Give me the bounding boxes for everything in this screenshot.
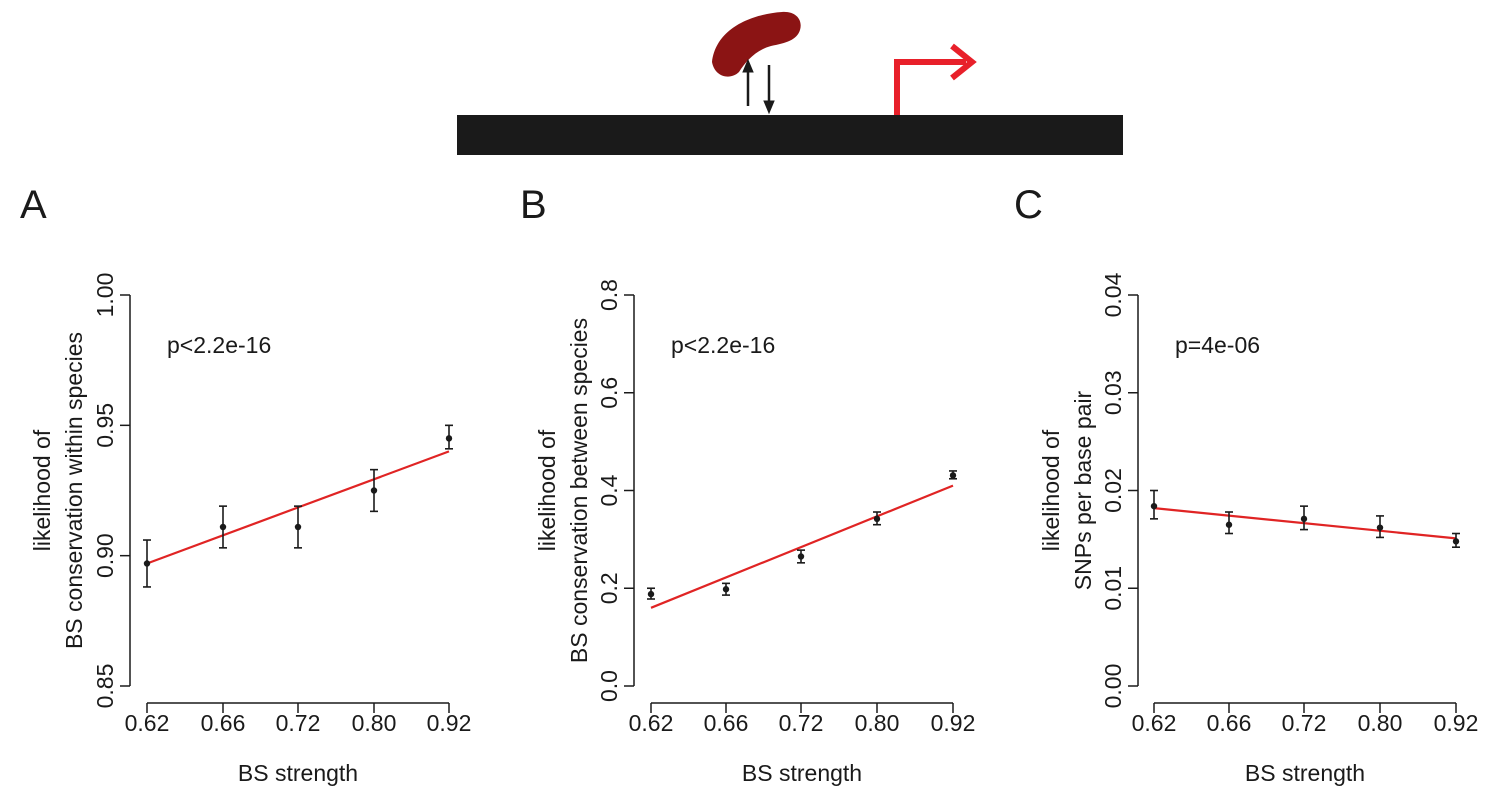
y-tick-label: 0.8 [596, 279, 622, 311]
x-tick-label: 0.62 [125, 710, 170, 736]
point-marker [722, 586, 730, 593]
data-point [722, 582, 730, 596]
point-marker [1300, 515, 1308, 523]
y-tick-label: 0.90 [92, 533, 118, 578]
y-axis-title-line: likelihood of [1038, 429, 1064, 551]
binding-arrows [742, 58, 775, 115]
p-value-annotation: p<2.2e-16 [671, 332, 775, 358]
x-axis-title: BS strength [742, 760, 862, 786]
x-tick-label: 0.92 [427, 710, 472, 736]
data-point [1300, 505, 1308, 531]
x-tick-label: 0.66 [201, 710, 246, 736]
y-tick-label: 0.6 [596, 377, 622, 409]
data-point [1225, 511, 1233, 535]
point-marker [647, 590, 655, 598]
p-value-annotation: p=4e-06 [1175, 332, 1260, 358]
y-tick-label: 1.00 [92, 273, 118, 318]
data-point [1452, 532, 1460, 548]
x-tick-label: 0.62 [1132, 710, 1177, 736]
promoter-arrow-line [894, 59, 966, 115]
point-marker [1150, 502, 1158, 510]
data-point [1376, 515, 1384, 539]
y-axis-title-line: BS conservation within species [61, 332, 87, 649]
schematic [457, 11, 1123, 155]
y-tick-label: 0.2 [596, 572, 622, 604]
x-tick-label: 0.92 [1434, 710, 1479, 736]
x-tick-label: 0.80 [855, 710, 900, 736]
panel-letter: B [520, 183, 547, 227]
data-point [873, 511, 881, 526]
fit-line [650, 484, 954, 609]
dna-strand [457, 115, 1123, 155]
x-tick-label: 0.80 [1358, 710, 1403, 736]
data-point [445, 424, 453, 450]
y-tick-label: 0.00 [1100, 664, 1126, 709]
point-marker [143, 560, 151, 567]
panel-a: A 0.85 0.90 0.95 1.00 0.62 0.66 0.72 0.80 0.92 BS … [20, 183, 471, 786]
promoter-arrow-head [950, 43, 977, 81]
x-tick-label: 0.66 [704, 710, 749, 736]
x-axis-title: BS strength [238, 760, 358, 786]
point-marker [370, 487, 378, 494]
y-tick-label: 0.95 [92, 403, 118, 448]
data-point [143, 539, 151, 588]
fit-line [1153, 507, 1457, 540]
y-tick-label: 0.01 [1100, 566, 1126, 611]
panel-letter: A [20, 183, 47, 227]
point-marker [949, 472, 957, 479]
y-tick-label: 0.03 [1100, 370, 1126, 415]
x-tick-label: 0.72 [779, 710, 824, 736]
point-marker [219, 523, 227, 531]
y-axis-title-line: BS conservation between species [566, 318, 592, 663]
point-marker [797, 553, 805, 560]
point-marker [873, 515, 881, 523]
promoter-arrow [894, 43, 977, 115]
data-point [219, 505, 227, 549]
data-point [294, 505, 302, 549]
x-tick-label: 0.72 [276, 710, 321, 736]
y-tick-label: 0.0 [596, 670, 622, 702]
p-value-annotation: p<2.2e-16 [167, 332, 271, 358]
data-point [647, 587, 655, 600]
panel-b: B 0.0 0.2 0.4 0.6 0.8 0.62 0.66 0.72 0.80 0.92 BS s… [520, 183, 975, 786]
point-marker [1452, 538, 1460, 545]
data-point [1150, 489, 1158, 520]
bind-arrow-head [763, 100, 775, 115]
x-axis-title: BS strength [1245, 760, 1365, 786]
y-tick-label: 0.4 [596, 474, 622, 506]
panel-letter: C [1014, 183, 1043, 227]
data-point [797, 549, 805, 564]
panel-c: C 0.00 0.01 0.02 0.03 0.04 0.62 0.66 0.72 0.80 0.9… [1014, 183, 1478, 786]
y-tick-label: 0.04 [1100, 272, 1126, 317]
y-axis-title-line: SNPs per base pair [1070, 390, 1096, 590]
point-marker [1225, 521, 1233, 528]
point-marker [1376, 524, 1384, 531]
y-axis-title-line: likelihood of [29, 429, 55, 551]
y-tick-label: 0.85 [92, 664, 118, 709]
x-tick-label: 0.62 [629, 710, 674, 736]
transcription-factor-shape [712, 11, 801, 77]
point-marker [445, 435, 453, 442]
x-tick-label: 0.72 [1282, 710, 1327, 736]
x-tick-label: 0.92 [931, 710, 976, 736]
y-tick-label: 0.02 [1100, 468, 1126, 513]
point-marker [294, 523, 302, 531]
data-point [370, 468, 378, 513]
y-axis-title-line: likelihood of [534, 429, 560, 551]
x-tick-label: 0.66 [1207, 710, 1252, 736]
unbind-arrow-head [742, 58, 754, 73]
data-point [949, 470, 957, 480]
x-tick-label: 0.80 [352, 710, 397, 736]
